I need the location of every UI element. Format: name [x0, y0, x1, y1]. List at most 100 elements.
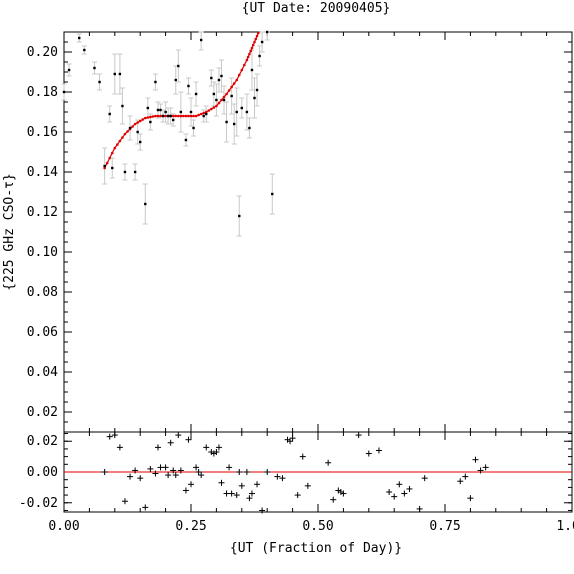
residual-point	[198, 472, 205, 479]
data-point	[179, 110, 183, 114]
fit-line	[104, 32, 260, 169]
data-point	[202, 114, 205, 118]
fit-dot	[133, 122, 137, 126]
fit-dot	[118, 139, 122, 143]
fit-dot	[222, 95, 226, 99]
residual-point	[330, 496, 337, 503]
residual-point	[238, 482, 245, 489]
data-point	[144, 202, 147, 206]
data-point	[232, 122, 236, 126]
residual-point	[193, 464, 200, 471]
fit-dot	[164, 114, 167, 118]
data-point	[113, 72, 116, 76]
data-point	[230, 94, 233, 98]
data-point	[67, 68, 71, 72]
fit-dot	[237, 73, 241, 77]
data-point	[215, 98, 218, 102]
data-point	[217, 78, 221, 82]
fit-dot	[255, 34, 259, 38]
data-point	[128, 126, 132, 130]
fit-dot	[141, 118, 145, 121]
top-panel: 0.02 0.04 0.06 0.08 0.10 0.12 0.14 0.16 0.18 0.20…	[2, 30, 573, 433]
data-point	[118, 72, 122, 76]
fit-dot	[257, 31, 260, 35]
residual-point	[299, 453, 306, 460]
fit-dot	[240, 68, 244, 72]
residual-point	[157, 464, 164, 471]
residual-point	[325, 459, 332, 466]
residual-point	[218, 479, 225, 486]
y-tick-label: 0.06	[27, 325, 58, 340]
residual-point	[170, 467, 177, 474]
fit-dot	[113, 146, 117, 150]
data-point	[172, 118, 175, 122]
y-tick-label: 0.08	[27, 285, 58, 300]
y-tick-label: 0.20	[27, 45, 58, 60]
data-point	[121, 104, 124, 108]
fit-dot	[217, 101, 221, 105]
fit-dot	[116, 143, 119, 146]
x-axis: 0.00 0.25 0.50 0.75 1.00	[48, 432, 574, 534]
fit-dot	[192, 114, 195, 118]
data-point	[62, 90, 66, 94]
residual-point	[132, 467, 139, 474]
fit-curve	[103, 31, 260, 170]
fit-dot	[246, 55, 250, 59]
residual-point	[386, 489, 393, 495]
residual-point	[401, 490, 408, 497]
residual-point	[340, 490, 347, 497]
data-point	[83, 48, 86, 52]
data-point	[235, 110, 238, 114]
residual-point	[228, 490, 235, 497]
fit-dot	[202, 111, 205, 115]
residual-point	[264, 469, 271, 475]
fit-dot	[212, 106, 216, 109]
residual-points	[101, 432, 489, 514]
data-point	[98, 80, 101, 84]
fit-dot	[194, 114, 198, 118]
residual-point	[236, 469, 243, 475]
residual-point	[259, 507, 266, 514]
fit-dot	[123, 132, 127, 136]
x-tick-label: 0.00	[48, 519, 79, 534]
data-point	[164, 110, 167, 114]
fit-dot	[210, 107, 213, 111]
data-point	[258, 54, 261, 58]
fit-dot	[182, 114, 185, 118]
residual-point	[279, 475, 286, 482]
residual-point	[175, 432, 182, 439]
residual-point	[182, 487, 189, 494]
data-point	[220, 74, 223, 78]
data-point	[238, 214, 241, 218]
x-tick-label: 0.25	[175, 519, 206, 534]
data-point	[184, 138, 188, 142]
fit-dot	[136, 121, 139, 124]
residual-y-tick-label: 0.02	[27, 434, 58, 449]
residual-point	[472, 456, 479, 463]
residual-point	[477, 467, 484, 474]
residual-point	[185, 436, 192, 443]
residual-point	[111, 432, 118, 439]
data-point	[177, 64, 180, 68]
data-point	[154, 80, 157, 84]
data-point	[260, 40, 264, 44]
top-panel-frame	[63, 31, 573, 433]
bottom-panel: -0.02 0.00 0.02 0.00 0.25 0.50 0.75 1.00 {UT (…	[19, 431, 574, 556]
residual-point	[246, 495, 253, 502]
fit-dot	[159, 114, 162, 118]
data-point	[136, 130, 139, 134]
fit-dot	[254, 37, 258, 41]
residual-point	[457, 478, 464, 485]
fit-dot	[154, 114, 157, 118]
residual-y-tick-label: -0.02	[19, 496, 58, 511]
residual-point	[274, 473, 281, 480]
residual-point	[254, 481, 261, 488]
residual-point	[203, 444, 210, 451]
residual-point	[355, 432, 362, 439]
residual-point	[304, 482, 311, 489]
fit-dot	[149, 115, 152, 119]
fit-dot	[249, 49, 252, 53]
fit-dot	[184, 114, 188, 118]
data-point	[108, 112, 111, 116]
